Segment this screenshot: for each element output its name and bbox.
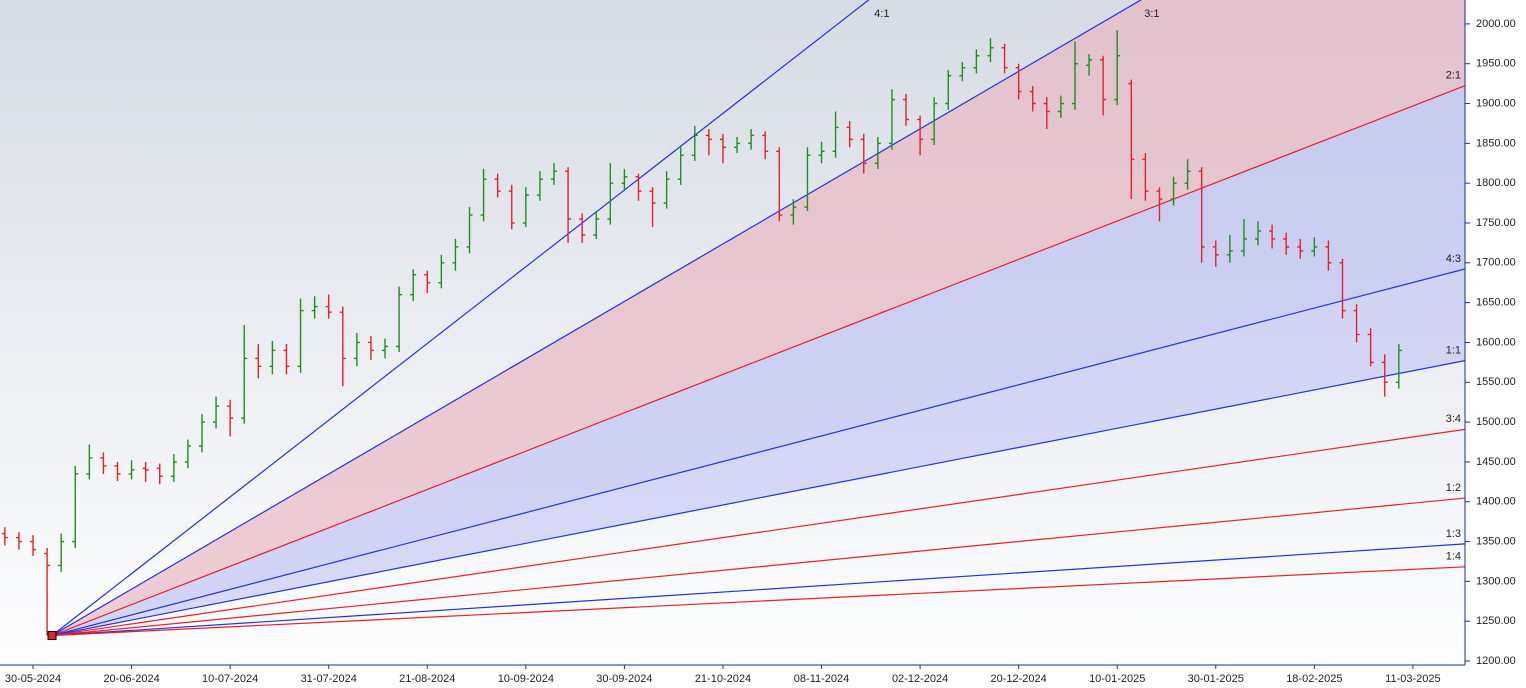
fan-label: 1:1 <box>1446 345 1461 357</box>
x-tick-label: 20-06-2024 <box>103 673 159 685</box>
x-tick-label: 30-01-2025 <box>1188 673 1244 685</box>
fan-label: 3:1 <box>1144 8 1159 20</box>
x-tick-label: 21-08-2024 <box>399 673 455 685</box>
fan-fill <box>52 0 1465 636</box>
y-tick-label: 1600.00 <box>1476 336 1516 348</box>
fan-line <box>51 497 1465 637</box>
y-tick-label: 1350.00 <box>1476 535 1516 547</box>
y-tick-label: 1450.00 <box>1476 456 1516 468</box>
x-tick-label: 31-07-2024 <box>301 673 357 685</box>
y-tick-label: 1400.00 <box>1476 496 1516 508</box>
fan-label: 2:1 <box>1446 70 1461 82</box>
axis-panel <box>0 665 1526 688</box>
fan-lines <box>51 0 1465 637</box>
x-tick-label: 20-12-2024 <box>991 673 1047 685</box>
axis-panel <box>1465 0 1526 688</box>
y-tick-label: 1300.00 <box>1476 575 1516 587</box>
fan-line <box>51 268 1465 637</box>
fan-label: 1:4 <box>1446 551 1461 563</box>
y-tick-label: 2000.00 <box>1476 18 1516 30</box>
fan-label: 4:1 <box>874 8 889 20</box>
x-tick-label: 18-02-2025 <box>1286 673 1342 685</box>
y-tick-label: 1550.00 <box>1476 376 1516 388</box>
y-tick-label: 1850.00 <box>1476 137 1516 149</box>
fan-line <box>51 0 870 637</box>
y-tick-label: 1700.00 <box>1476 257 1516 269</box>
fan-line <box>51 360 1465 637</box>
fan-line <box>51 85 1465 637</box>
y-tick-label: 1750.00 <box>1476 217 1516 229</box>
x-tick-label: 10-01-2025 <box>1089 673 1145 685</box>
y-tick-label: 1800.00 <box>1476 177 1516 189</box>
x-tick-label: 02-12-2024 <box>892 673 948 685</box>
fan-line <box>51 566 1465 637</box>
x-tick-label: 10-07-2024 <box>202 673 258 685</box>
x-tick-label: 21-10-2024 <box>695 673 751 685</box>
y-tick-label: 1650.00 <box>1476 297 1516 309</box>
axes: 1200.00 1250.00 1300.00 1350.00 1400.00 1450.… <box>5 18 1516 685</box>
fan-label: 4:3 <box>1446 253 1461 265</box>
y-tick-label: 1900.00 <box>1476 97 1516 109</box>
fan-line <box>51 0 1142 637</box>
fan-line <box>51 428 1465 637</box>
x-tick-label: 10-09-2024 <box>498 673 554 685</box>
x-tick-label: 30-09-2024 <box>596 673 652 685</box>
y-tick-label: 1200.00 <box>1476 655 1516 667</box>
x-tick-label: 08-11-2024 <box>794 673 849 685</box>
y-tick-label: 1500.00 <box>1476 416 1516 428</box>
bars <box>1 30 1402 636</box>
fan-label: 3:4 <box>1446 413 1461 425</box>
fan-label: 1:3 <box>1446 528 1461 540</box>
fan-origin <box>47 631 57 641</box>
y-tick-label: 1950.00 <box>1476 58 1516 70</box>
x-tick-label: 11-03-2025 <box>1385 673 1440 685</box>
fan-label: 1:2 <box>1446 482 1461 494</box>
fan-line <box>51 543 1465 637</box>
y-tick-label: 1250.00 <box>1476 615 1516 627</box>
x-tick-label: 30-05-2024 <box>5 673 61 685</box>
